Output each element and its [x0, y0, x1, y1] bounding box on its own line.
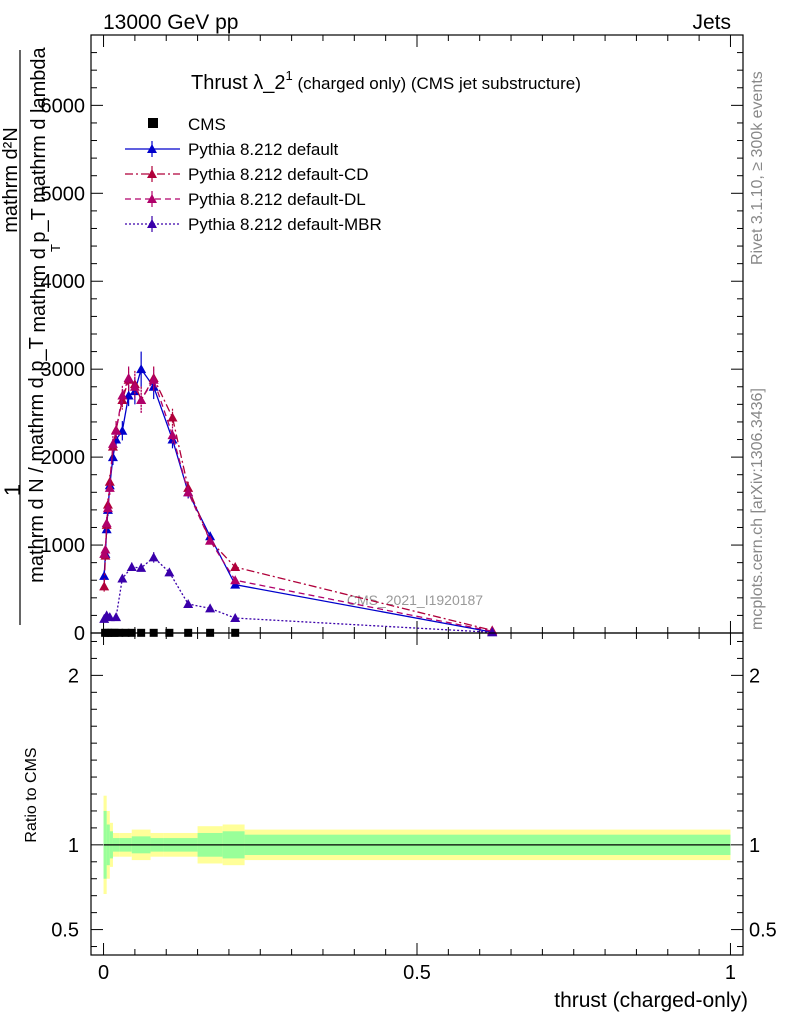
data-point-dl	[111, 425, 122, 435]
data-point-dl	[102, 503, 113, 513]
y-tick-label: 6000	[41, 95, 86, 117]
ylabel-numerator-line2: mathrm d p_T mathrm d lambda	[28, 46, 50, 332]
legend-label: Pythia 8.212 default-CD	[188, 165, 369, 184]
legend-label: Pythia 8.212 default-MBR	[188, 215, 382, 234]
data-point-dl	[100, 544, 111, 554]
ratio-y-tick-label: 1	[749, 835, 760, 857]
data-point-dl	[123, 372, 134, 382]
data-point-mbr	[117, 573, 128, 583]
legend-item-cms: CMS	[148, 115, 226, 134]
rivet-version-label: Rivet 3.1.10, ≥ 300k events	[749, 71, 766, 265]
data-point-mbr	[487, 627, 498, 637]
data-point-dl	[167, 430, 178, 440]
data-point-dl	[129, 381, 140, 391]
data-point-default	[136, 364, 147, 374]
data-point-dl	[107, 438, 118, 448]
data-point-mbr	[148, 552, 159, 562]
legend-item-default: Pythia 8.212 default	[125, 140, 339, 159]
ratio-y-tick-label: 2	[68, 665, 79, 687]
data-point-cd	[230, 562, 241, 572]
data-point-mbr	[230, 613, 241, 623]
ratio-y-tick-label: 0.5	[51, 920, 79, 942]
data-point-dl	[205, 535, 216, 545]
plot-title: Thrust λ_21 (charged only) (CMS jet subs…	[191, 68, 581, 94]
data-point-dl	[183, 487, 194, 497]
legend-marker	[147, 219, 157, 228]
ylabel-denominator: mathrm d N / mathrm d p_T	[26, 337, 48, 583]
data-point-cd	[167, 412, 178, 422]
x-tick-label: 0.5	[403, 962, 431, 984]
legend: CMS Pythia 8.212 default Pythia 8.212 defa…	[125, 115, 382, 234]
data-point-default	[123, 390, 134, 400]
data-point-dl	[117, 390, 128, 400]
data-point-cd	[99, 581, 110, 591]
x-tick-label: 0	[98, 962, 109, 984]
ylabel-numerator-one: 1	[0, 484, 25, 496]
legend-marker	[147, 144, 157, 153]
data-point-mbr	[205, 603, 216, 613]
legend-marker	[147, 194, 157, 203]
ratio-y-tick-label: 0.5	[749, 920, 777, 942]
main-y-axis: 0 1000 2000 3000 4000 5000 6000	[41, 34, 743, 645]
data-point-mbr	[111, 612, 122, 622]
plot-title-superscript: 1	[285, 68, 292, 83]
y-tick-label: 2000	[41, 447, 86, 469]
main-y-axis-label: 1 mathrm d N / mathrm d p_T mathrm d²N m…	[0, 46, 63, 625]
main-plot-panel: 0 1000 2000 3000 4000 5000 6000 CMS_2021_I1920…	[41, 34, 744, 645]
ratio-y-axis: 0.5 0.5 1 1 2 2	[51, 640, 777, 948]
series-mbr	[99, 552, 498, 637]
x-axis-label: thrust (charged-only)	[554, 989, 748, 1012]
legend-item-cd: Pythia 8.212 default-CD	[125, 165, 369, 184]
data-point-dl	[136, 394, 147, 404]
data-point-dl	[230, 575, 241, 585]
ratio-y-axis-label: Ratio to CMS	[23, 747, 40, 842]
plot-title-rest: (charged only) (CMS jet substructure)	[293, 74, 581, 93]
ylabel-numerator-subscript: T	[48, 244, 63, 252]
legend-label: Pythia 8.212 default-DL	[188, 190, 366, 209]
legend-item-mbr: Pythia 8.212 default-MBR	[125, 215, 382, 234]
ratio-y-tick-label: 2	[749, 665, 760, 687]
y-tick-label: 5000	[41, 183, 86, 205]
x-tick-label: 1	[725, 962, 736, 984]
legend-label: Pythia 8.212 default	[188, 140, 339, 159]
data-point-mbr	[136, 562, 147, 572]
data-point-mbr	[164, 567, 175, 577]
plot-title-main: Thrust λ_2	[191, 72, 285, 94]
ylabel-numerator-line1: mathrm d²N	[0, 127, 22, 233]
data-point-dl	[104, 482, 115, 492]
y-tick-label: 4000	[41, 271, 86, 293]
legend-marker	[147, 169, 157, 178]
data-point-mbr	[104, 612, 115, 622]
data-point-dl	[148, 374, 159, 384]
data-point-default	[107, 452, 118, 462]
header-right: Jets	[692, 11, 731, 34]
series-line-dl	[103, 376, 493, 632]
mcplots-label: mcplots.cern.ch [arXiv:1306.3436]	[749, 388, 766, 630]
header-left: 13000 GeV pp	[103, 11, 238, 34]
ratio-x-axis: 0 0.5 1	[98, 633, 736, 984]
ratio-plot-panel: 0.5 0.51 12 2 0 0.5 1	[51, 632, 777, 984]
y-tick-label: 3000	[41, 359, 86, 381]
ratio-y-tick-label: 1	[68, 835, 79, 857]
data-point-mbr	[183, 598, 194, 608]
legend-item-dl: Pythia 8.212 default-DL	[125, 190, 366, 209]
data-point-mbr	[126, 562, 137, 572]
legend-marker	[148, 118, 158, 128]
data-point-dl	[101, 518, 112, 528]
y-tick-label: 1000	[41, 535, 86, 557]
y-tick-label: 0	[74, 623, 85, 645]
legend-label: CMS	[188, 115, 226, 134]
analysis-watermark: CMS_2021_I1920187	[347, 592, 483, 608]
ratio-plot-frame	[90, 632, 744, 956]
